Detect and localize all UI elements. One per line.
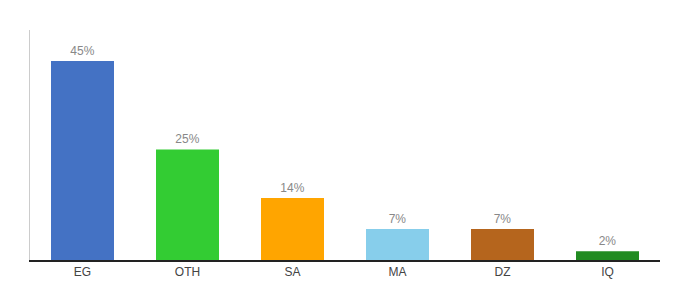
svg-text:DZ: DZ [495,265,511,279]
svg-text:7%: 7% [389,212,407,226]
svg-text:2%: 2% [599,234,617,248]
svg-text:EG: EG [74,265,91,279]
svg-text:IQ: IQ [601,265,614,279]
svg-text:7%: 7% [494,212,512,226]
svg-text:25%: 25% [175,132,199,146]
svg-text:SA: SA [284,265,300,279]
svg-text:45%: 45% [70,44,94,58]
svg-text:MA: MA [389,265,407,279]
svg-text:OTH: OTH [175,265,200,279]
svg-text:14%: 14% [280,181,304,195]
